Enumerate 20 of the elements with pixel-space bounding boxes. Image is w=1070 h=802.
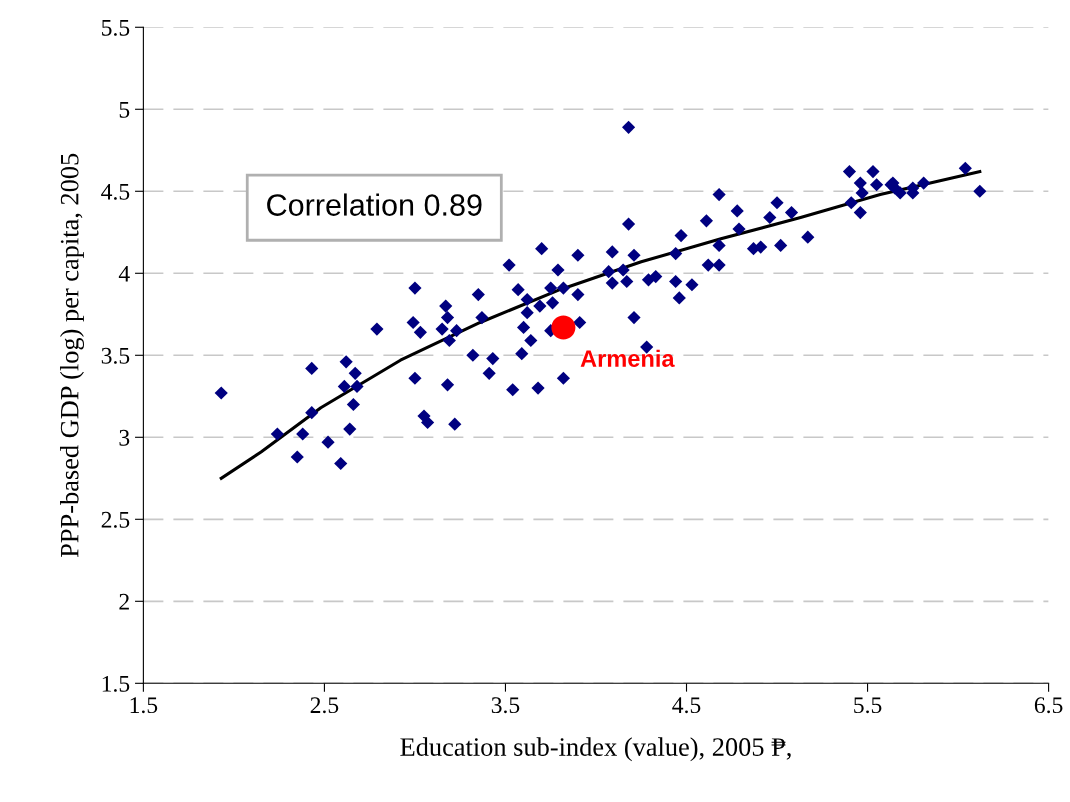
x-tick-label: 6.5 xyxy=(1034,697,1063,714)
y-tick-label: 3.5 xyxy=(101,347,130,364)
annotation: Correlation 0.89 xyxy=(267,193,482,216)
y-tick-label: 4 xyxy=(118,265,130,282)
y-tick-label: 1.5 xyxy=(102,675,130,692)
y-tick-label: 2 xyxy=(119,593,129,610)
x-tick-label: 3.5 xyxy=(491,697,520,714)
x-tick-label: 4.5 xyxy=(672,697,701,714)
y-tick-label: 5 xyxy=(119,102,130,118)
x-axis-title: Education sub-index (value), 2005 ₱, xyxy=(400,737,791,762)
y-axis-title: PPP-based GDP (log) per capita, 2005 xyxy=(60,153,84,558)
y-tick-label: 3 xyxy=(119,429,130,446)
x-tick-label: 1.5 xyxy=(130,697,158,714)
y-tick-label: 2.5 xyxy=(101,511,130,528)
y-tick-label: 4.5 xyxy=(101,183,130,200)
line-series xyxy=(219,170,982,480)
x-tick-label: 5.5 xyxy=(854,697,882,714)
x-tick-label: 2.5 xyxy=(310,697,339,714)
series-label: Armenia xyxy=(580,349,675,367)
y-tick-label: 5.5 xyxy=(102,20,130,36)
